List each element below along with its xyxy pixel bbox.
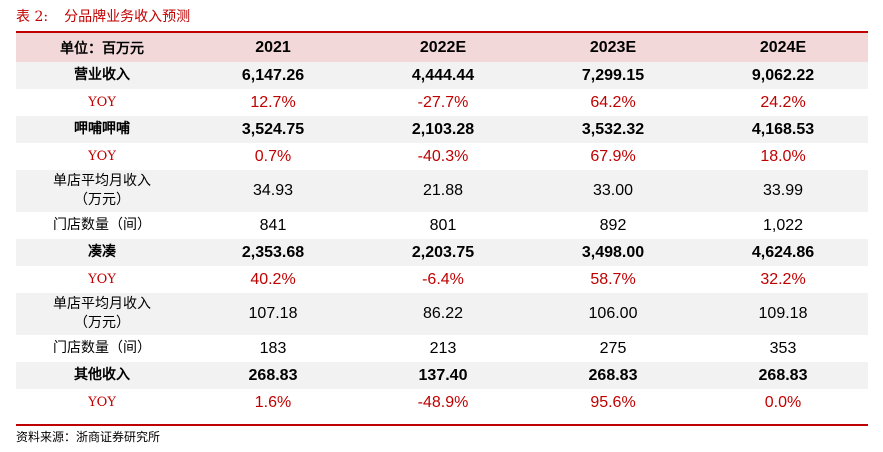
cell-value: 268.83 [188, 362, 358, 389]
cell-value: 32.2% [760, 270, 806, 288]
row-label: YOY [88, 149, 116, 164]
cell-value: 353 [769, 339, 797, 357]
header-unit: 单位：百万元 [16, 33, 188, 62]
cell-value: 9,062.22 [698, 62, 868, 89]
cell-value: 268.83 [528, 362, 698, 389]
table-row-xiabuxiabu-store-revenue: 单店平均月收入 （万元） 34.93 21.88 33.00 33.99 [16, 170, 868, 212]
cell-value: 2,203.75 [358, 239, 528, 266]
cell-value: 4,444.44 [358, 62, 528, 89]
table-row-xiabuxiabu: 呷哺呷哺 3,524.75 2,103.28 3,532.32 4,168.53 [16, 116, 868, 143]
table-row-other-revenue: 其他收入 268.83 137.40 268.83 268.83 [16, 362, 868, 389]
cell-value: 137.40 [358, 362, 528, 389]
header-2022e: 2022E [358, 33, 528, 62]
cell-value: 6,147.26 [188, 62, 358, 89]
row-label-line-2: （万元） [74, 192, 130, 208]
cell-value: 33.99 [698, 170, 868, 212]
row-label: YOY [88, 395, 116, 410]
cell-value: 3,524.75 [188, 116, 358, 143]
cell-value: 4,168.53 [698, 116, 868, 143]
table-row-xiabuxiabu-store-count: 门店数量（间） 841 801 892 1,022 [16, 212, 868, 239]
row-label-line-1: 单店平均月收入 [53, 173, 151, 189]
revenue-forecast-table: 单位：百万元 2021 2022E 2023E 2024E 营业收入 6,147… [16, 33, 868, 416]
row-label: 呷哺呷哺 [16, 116, 188, 143]
row-label: YOY [88, 95, 116, 110]
row-label: 其他收入 [16, 362, 188, 389]
row-label: 凑凑 [16, 239, 188, 266]
cell-value: 107.18 [188, 293, 358, 335]
cell-value: 95.6% [590, 393, 636, 411]
row-label: 单店平均月收入 （万元） [16, 170, 188, 212]
cell-value: 2,353.68 [188, 239, 358, 266]
table-row-xiabuxiabu-yoy: YOY 0.7% -40.3% 67.9% 18.0% [16, 143, 868, 170]
header-2021: 2021 [188, 33, 358, 62]
cell-value: 1,022 [762, 216, 804, 234]
cell-value: 0.0% [764, 393, 802, 411]
cell-value: 275 [599, 339, 627, 357]
table-row-total-revenue: 营业收入 6,147.26 4,444.44 7,299.15 9,062.22 [16, 62, 868, 89]
table-row-coucou-store-revenue: 单店平均月收入 （万元） 107.18 86.22 106.00 109.18 [16, 293, 868, 335]
cell-value: -48.9% [417, 393, 469, 411]
header-2023e: 2023E [528, 33, 698, 62]
table-row-coucou-store-count: 门店数量（间） 183 213 275 353 [16, 335, 868, 362]
cell-value: 21.88 [358, 170, 528, 212]
cell-value: 268.83 [698, 362, 868, 389]
table-title: 分品牌业务收入预测 [64, 9, 191, 25]
cell-value: 58.7% [590, 270, 636, 288]
cell-value: 18.0% [760, 147, 806, 165]
cell-value: 106.00 [528, 293, 698, 335]
table-caption: 表 2: 分品牌业务收入预测 [16, 6, 190, 28]
row-label-line-1: 单店平均月收入 [53, 296, 151, 312]
top-rule [16, 31, 868, 33]
table-row-coucou-yoy: YOY 40.2% -6.4% 58.7% 32.2% [16, 266, 868, 293]
cell-value: 892 [599, 216, 627, 234]
cell-value: 12.7% [250, 93, 296, 111]
cell-value: 183 [259, 339, 287, 357]
source-note: 资料来源：浙商证券研究所 [16, 430, 161, 444]
cell-value: 109.18 [698, 293, 868, 335]
cell-value: 7,299.15 [528, 62, 698, 89]
cell-value: 67.9% [590, 147, 636, 165]
cell-value: 40.2% [250, 270, 296, 288]
cell-value: -40.3% [417, 147, 469, 165]
cell-value: 34.93 [188, 170, 358, 212]
cell-value: 2,103.28 [358, 116, 528, 143]
table-number: 表 2: [16, 9, 49, 25]
cell-value: -27.7% [417, 93, 469, 111]
row-label: 门店数量（间） [53, 340, 151, 356]
cell-value: 33.00 [528, 170, 698, 212]
bottom-rule [16, 424, 868, 426]
cell-value: -6.4% [422, 270, 464, 288]
cell-value: 0.7% [254, 147, 292, 165]
table-row-other-yoy: YOY 1.6% -48.9% 95.6% 0.0% [16, 389, 868, 416]
cell-value: 213 [429, 339, 457, 357]
cell-value: 3,498.00 [528, 239, 698, 266]
cell-value: 1.6% [254, 393, 292, 411]
header-2024e: 2024E [698, 33, 868, 62]
cell-value: 4,624.86 [698, 239, 868, 266]
table-row-total-yoy: YOY 12.7% -27.7% 64.2% 24.2% [16, 89, 868, 116]
cell-value: 64.2% [590, 93, 636, 111]
cell-value: 86.22 [358, 293, 528, 335]
table-row-coucou: 凑凑 2,353.68 2,203.75 3,498.00 4,624.86 [16, 239, 868, 266]
row-label: YOY [88, 272, 116, 287]
cell-value: 3,532.32 [528, 116, 698, 143]
cell-value: 24.2% [760, 93, 806, 111]
cell-value: 841 [259, 216, 287, 234]
row-label: 门店数量（间） [53, 217, 151, 233]
row-label: 营业收入 [16, 62, 188, 89]
row-label-line-2: （万元） [74, 315, 130, 331]
row-label: 单店平均月收入 （万元） [16, 293, 188, 335]
cell-value: 801 [429, 216, 457, 234]
header-row: 单位：百万元 2021 2022E 2023E 2024E [16, 33, 868, 62]
